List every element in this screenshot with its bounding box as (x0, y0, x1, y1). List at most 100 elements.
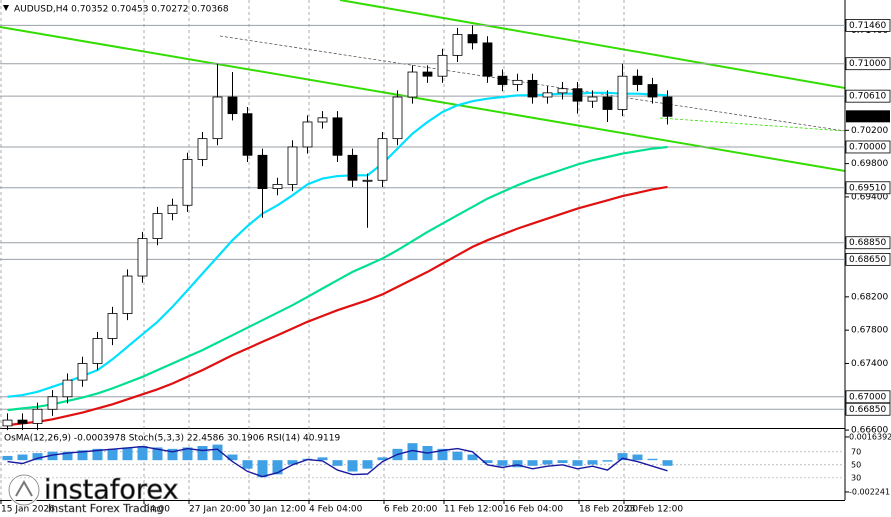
candle-body (182, 159, 193, 206)
osma-bar (362, 460, 373, 469)
level-box (845, 181, 891, 195)
osma-bar (347, 460, 358, 472)
candle-body (557, 88, 568, 94)
x-tick-label: 15 Jan 2026 (1, 505, 55, 515)
y-tick-label: 0.67400 (851, 359, 888, 369)
osma-bar (122, 447, 133, 461)
level-label: 0.71460 (849, 21, 886, 31)
y-tick-label: -0.002241 (849, 487, 890, 496)
osma-bar (527, 460, 538, 466)
chart-title: AUDUSD,H4 0.70352 0.70453 0.70272 0.7036… (14, 5, 229, 15)
osma-bar (497, 460, 508, 466)
osma-bar (587, 460, 598, 465)
logo-icon (8, 474, 40, 506)
candle-body (47, 396, 58, 410)
x-tick-label: 4 Feb 04:00 (309, 505, 363, 515)
candle-body (332, 117, 343, 156)
candle-body (662, 96, 673, 117)
osma-bar (467, 454, 478, 461)
level-label: 0.70000 (849, 142, 886, 152)
trend-line (659, 117, 846, 132)
osma-bar (92, 448, 103, 461)
osma-bar (152, 447, 163, 461)
candle-body (542, 92, 553, 98)
osma-bar (317, 457, 328, 461)
osma-bar (107, 448, 118, 461)
candle-body (212, 96, 223, 140)
candle-body (122, 275, 133, 314)
osma-bar (137, 446, 148, 461)
candle-body (2, 419, 13, 427)
osma-bar (77, 450, 88, 461)
y2-tick-label: 50 (851, 460, 861, 469)
rsi-line (7, 445, 668, 478)
y-tick-label: 0.69400 (851, 192, 888, 202)
osma-bar (452, 451, 463, 461)
logo-name: instaforex (44, 475, 178, 506)
candle-body (167, 204, 178, 214)
osma-bar (512, 460, 523, 468)
candle-body (152, 213, 163, 239)
level-box (845, 18, 891, 32)
x-tick-label: 6 Feb 20:00 (384, 505, 438, 515)
osma-bar (47, 451, 58, 461)
candle-body (632, 75, 643, 85)
price-box (846, 110, 890, 123)
x-tick-label: 04:00 (144, 505, 170, 515)
candle-body (572, 88, 583, 102)
osma-bar (197, 446, 208, 461)
candle-body (407, 71, 418, 98)
x-tick-label: 27 Jan 20:00 (189, 505, 246, 515)
osma-bar (662, 460, 673, 466)
level-label: 0.69510 (849, 183, 886, 193)
y2-tick-label: 30 (851, 473, 861, 482)
candle-body (272, 184, 283, 190)
x-tick-label: 18 Feb 20:00 (579, 505, 638, 515)
candle-body (452, 34, 463, 56)
moving-average (7, 91, 668, 398)
osma-bar (227, 454, 238, 461)
y-tick-label: 0.69800 (851, 159, 888, 169)
level-label: 0.66850 (849, 405, 886, 415)
moving-average (7, 185, 668, 427)
candle-body (137, 238, 148, 277)
level-box (845, 57, 891, 71)
osma-bar (617, 453, 628, 461)
y-tick-label: 0.70200 (851, 126, 888, 136)
osma-bar (272, 460, 283, 475)
candle-body (347, 154, 358, 181)
candle-body (422, 71, 433, 77)
candle-body (527, 79, 538, 98)
candle-body (512, 79, 523, 85)
candle-body (647, 84, 658, 98)
y-tick-label: 0.68200 (851, 292, 888, 302)
y-tick-label: 0.0016392 (849, 432, 891, 441)
candle-body (587, 96, 598, 102)
level-label: 0.71000 (849, 59, 886, 69)
osma-bar (542, 460, 553, 465)
osma-bar (62, 451, 73, 461)
x-tick-label: 16 Feb 04:00 (504, 505, 563, 515)
level-box (845, 140, 891, 154)
level-box (845, 252, 891, 266)
level-label: 0.70610 (849, 92, 886, 102)
osma-bar (212, 444, 223, 461)
logo-icon (15, 479, 33, 497)
level-box (845, 236, 891, 250)
candle-body (242, 113, 253, 156)
y-tick-label: 0.67800 (851, 326, 888, 336)
x-tick-label: 23 Feb 12:00 (624, 505, 683, 515)
level-label: 0.67000 (849, 392, 886, 402)
osma-bar (167, 448, 178, 461)
candle-body (467, 34, 478, 44)
osma-bar (437, 448, 448, 461)
osma-bar (2, 455, 13, 461)
level-label: 0.68650 (849, 255, 886, 265)
candle-body (32, 408, 43, 424)
osma-bar (257, 460, 268, 478)
candle-body (317, 117, 328, 123)
candle-body (107, 313, 118, 339)
level-box (845, 390, 891, 404)
trend-line (339, 0, 846, 89)
